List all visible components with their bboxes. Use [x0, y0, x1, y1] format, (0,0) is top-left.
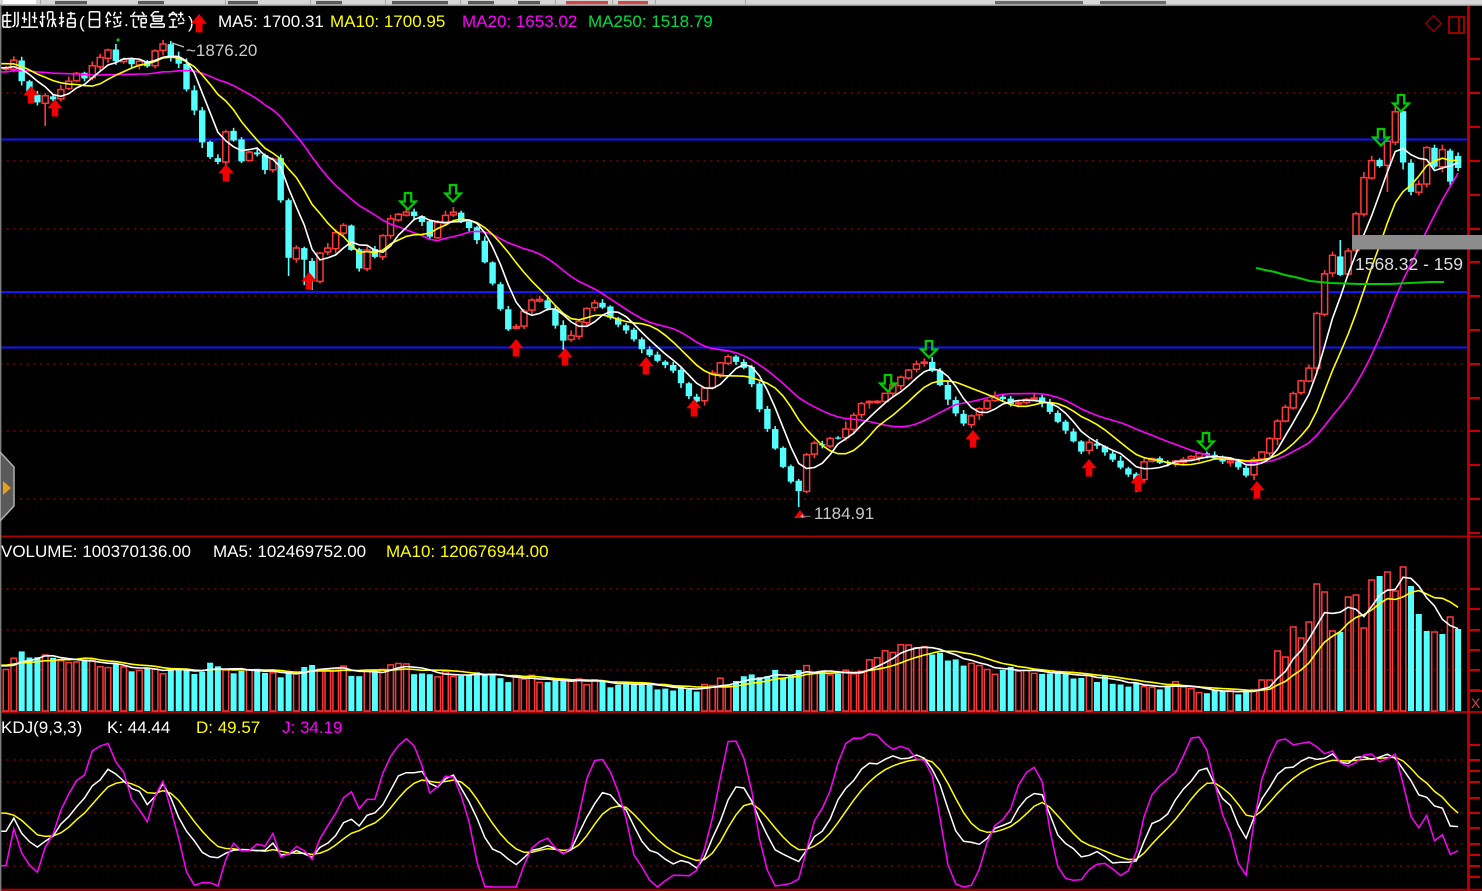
svg-text:VOLUME: 100370136.00: VOLUME: 100370136.00 [1, 542, 191, 561]
svg-text:1568.32 - 159: 1568.32 - 159 [1355, 254, 1463, 274]
svg-text:←1184.91: ←1184.91 [797, 504, 874, 523]
svg-text:MA20: 1653.02: MA20: 1653.02 [462, 12, 577, 31]
svg-text:KDJ(9,3,3): KDJ(9,3,3) [1, 718, 82, 737]
svg-text:MA10: 120676944.00: MA10: 120676944.00 [386, 542, 549, 561]
svg-text:MA5: 102469752.00: MA5: 102469752.00 [213, 542, 366, 561]
svg-text:MA5: 1700.31: MA5: 1700.31 [218, 12, 324, 31]
svg-text:.: . [124, 11, 129, 30]
svg-text:J: 34.19: J: 34.19 [282, 718, 343, 737]
svg-text:X: X [1471, 695, 1481, 711]
svg-text:MA250: 1518.79: MA250: 1518.79 [588, 12, 713, 31]
svg-text:K: 44.44: K: 44.44 [107, 718, 170, 737]
svg-text:~1876.20: ~1876.20 [186, 41, 257, 60]
svg-text:): ) [188, 13, 194, 32]
svg-text:D: 49.57: D: 49.57 [196, 718, 260, 737]
svg-text:(: ( [79, 13, 85, 32]
svg-text:MA10: 1700.95: MA10: 1700.95 [330, 12, 445, 31]
